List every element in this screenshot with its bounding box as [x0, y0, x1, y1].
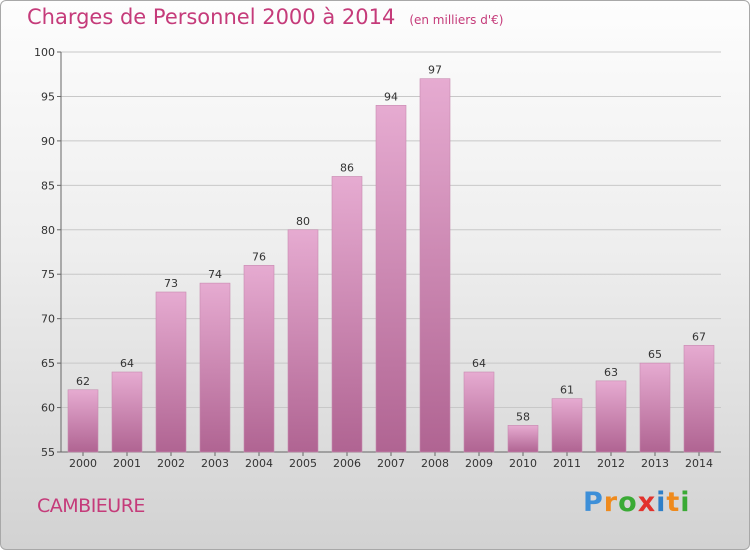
x-tick-label: 2001 [113, 457, 141, 470]
logo-letter: t [666, 487, 681, 518]
data-label: 58 [516, 410, 530, 423]
bar [595, 380, 627, 453]
data-label: 64 [472, 357, 486, 370]
x-tick-label: 2013 [641, 457, 669, 470]
data-label: 94 [384, 90, 398, 103]
logo-letter: i [656, 487, 667, 518]
x-tick-label: 2014 [685, 457, 713, 470]
labels: 55 60 65 70 75 80 85 90 95 100 62 2000 64 2001 73 2002 7… [34, 46, 713, 470]
bars [67, 78, 715, 453]
y-tick-label: 75 [41, 268, 55, 281]
bar [419, 78, 451, 453]
x-tick-label: 2010 [509, 457, 537, 470]
x-tick-label: 2000 [69, 457, 97, 470]
x-tick-label: 2002 [157, 457, 185, 470]
data-label: 76 [252, 250, 266, 263]
bar [639, 362, 671, 453]
bar [287, 229, 319, 453]
y-tick-label: 100 [34, 46, 55, 59]
x-tick-label: 2008 [421, 457, 449, 470]
y-tick-label: 95 [41, 90, 55, 103]
logo-letter: i [680, 487, 691, 518]
chart-subtitle: (en milliers d'€) [409, 13, 504, 27]
x-tick-label: 2009 [465, 457, 493, 470]
bar [331, 176, 363, 453]
logo-letter: o [618, 487, 638, 518]
x-tick-label: 2011 [553, 457, 581, 470]
logo-letter: P [583, 487, 604, 518]
y-tick-label: 85 [41, 179, 55, 192]
data-label: 80 [296, 215, 310, 228]
data-label: 97 [428, 64, 442, 77]
data-label: 63 [604, 366, 618, 379]
y-tick-label: 55 [41, 446, 55, 459]
x-tick-label: 2007 [377, 457, 405, 470]
chart-title-text: Charges de Personnel 2000 à 2014 [27, 5, 396, 29]
y-tick-label: 90 [41, 135, 55, 148]
data-label: 67 [692, 330, 706, 343]
x-tick-label: 2003 [201, 457, 229, 470]
proxiti-logo: Proxiti [583, 487, 691, 518]
bar [67, 389, 99, 453]
bar [111, 371, 143, 453]
x-tick-label: 2006 [333, 457, 361, 470]
x-tick-label: 2004 [245, 457, 273, 470]
bar-chart: 55 60 65 70 75 80 85 90 95 100 62 2000 64 2001 73 2002 7… [34, 46, 721, 470]
bar [199, 282, 231, 453]
x-tick-label: 2005 [289, 457, 317, 470]
data-label: 65 [648, 348, 662, 361]
data-label: 61 [560, 384, 574, 397]
bar [375, 105, 407, 453]
data-label: 64 [120, 357, 134, 370]
y-tick-label: 70 [41, 313, 55, 326]
bar [155, 291, 187, 453]
bar [551, 398, 583, 453]
bar [683, 345, 715, 453]
bar [507, 425, 539, 453]
data-label: 74 [208, 268, 222, 281]
bar [243, 265, 275, 453]
chart-title: Charges de Personnel 2000 à 2014 (en mill… [27, 5, 503, 29]
data-label: 62 [76, 375, 90, 388]
y-tick-label: 65 [41, 357, 55, 370]
x-tick-label: 2012 [597, 457, 625, 470]
logo-letter: x [637, 487, 657, 518]
logo-letter: r [603, 487, 619, 518]
y-tick-label: 80 [41, 224, 55, 237]
bar [463, 371, 495, 453]
data-label: 86 [340, 161, 354, 174]
commune-name: CAMBIEURE [37, 495, 145, 517]
y-tick-label: 60 [41, 402, 55, 415]
data-label: 73 [164, 277, 178, 290]
